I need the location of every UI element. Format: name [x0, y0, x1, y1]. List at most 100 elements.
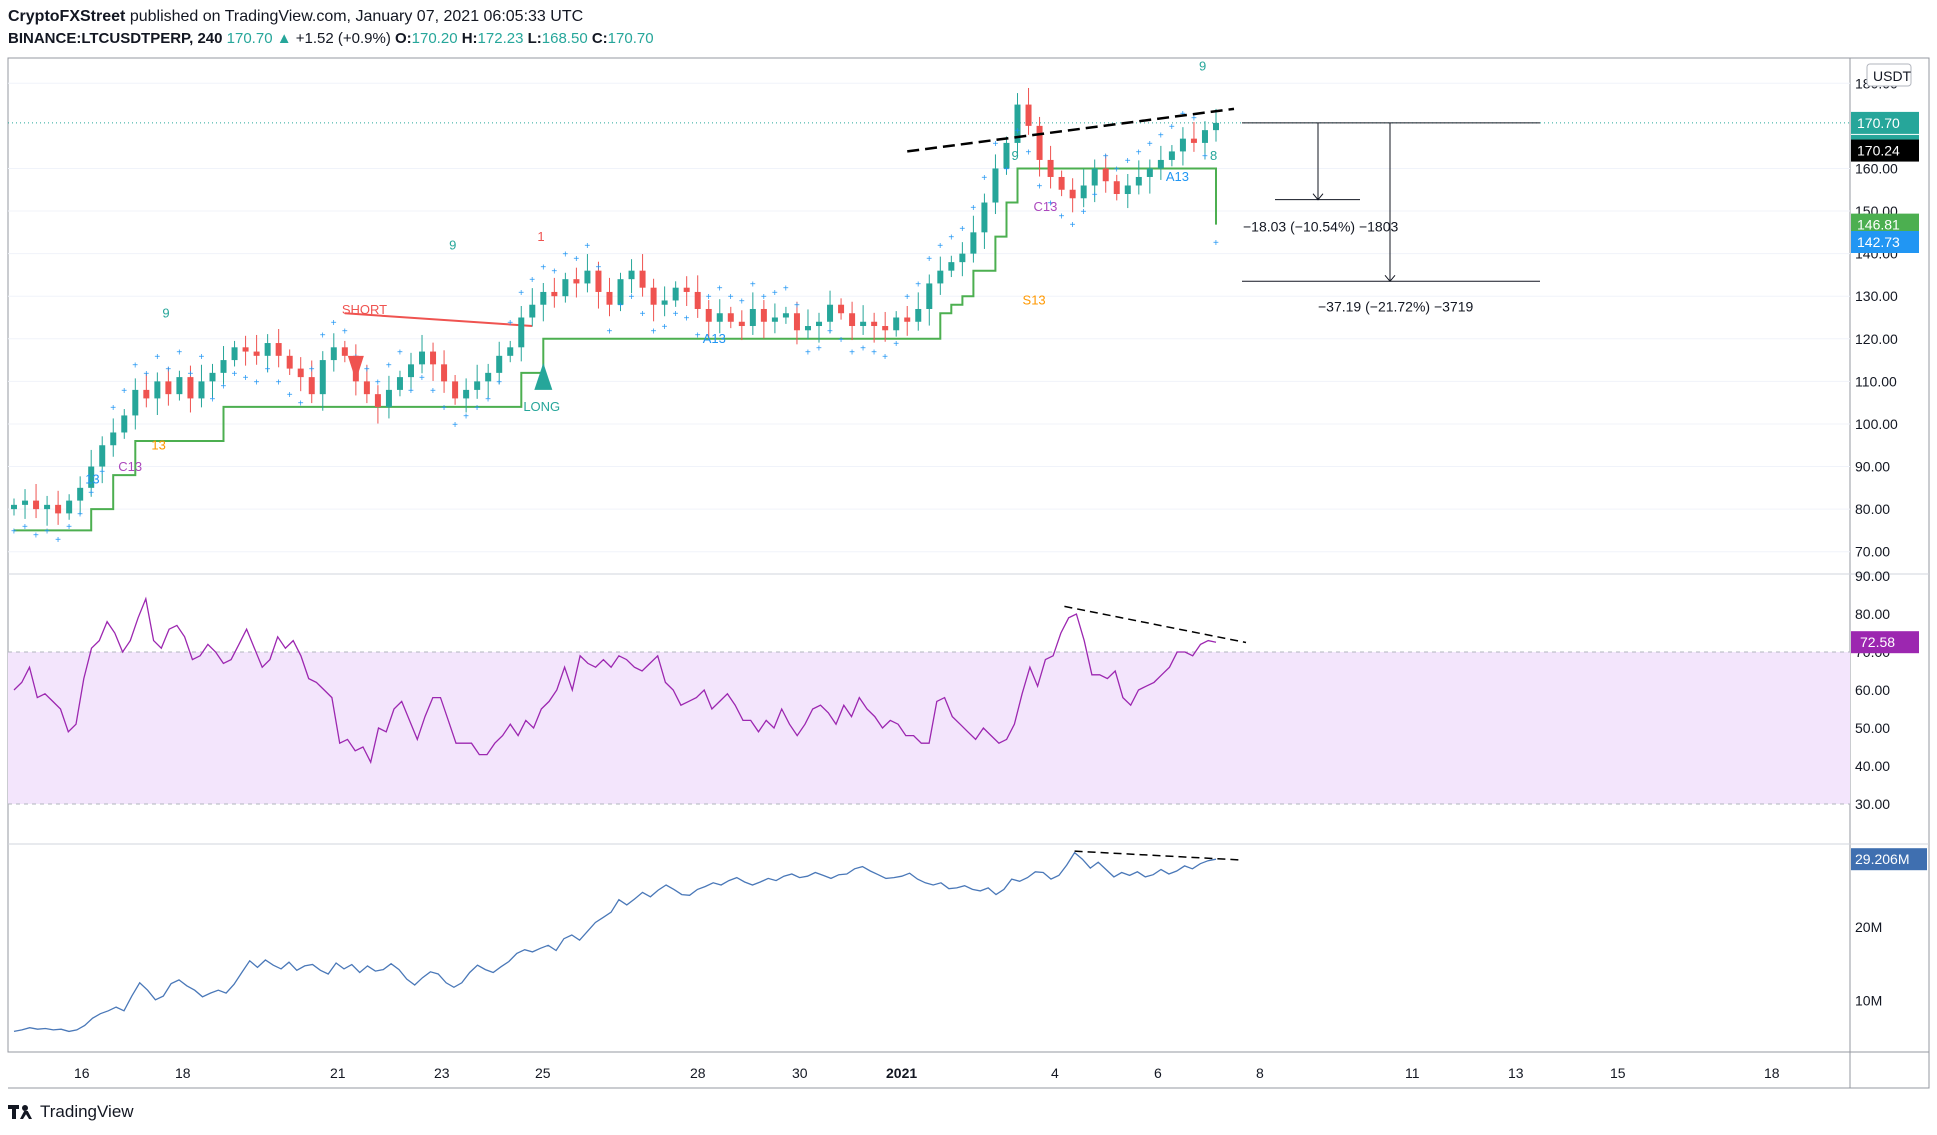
sar-dot: + — [298, 399, 304, 410]
currency-label: USDT — [1873, 68, 1912, 84]
candle-body — [1113, 181, 1120, 195]
sar-dot: + — [970, 203, 976, 214]
sar-dot: + — [573, 254, 579, 265]
sar-dot: + — [11, 526, 17, 537]
candle-body — [209, 372, 216, 382]
time-tick-label: 18 — [1764, 1065, 1780, 1081]
time-tick-label: 13 — [1508, 1065, 1524, 1081]
candle-body — [231, 347, 238, 361]
candle-body — [1135, 176, 1142, 186]
sar-dot: + — [706, 292, 712, 303]
td-sequential-label: A13 — [703, 331, 726, 346]
candle-body — [1091, 168, 1098, 186]
rsi-tag-bg — [1851, 631, 1919, 654]
sar-dot: + — [562, 250, 568, 261]
short-signal-label: SHORT — [342, 302, 387, 317]
candle-body — [419, 351, 426, 365]
td-sequential-label: S13 — [1023, 293, 1046, 308]
obv-tag-bg — [1851, 848, 1927, 871]
sar-dot: + — [838, 335, 844, 346]
sar-dot: + — [849, 348, 855, 359]
obv-line — [13, 851, 1217, 1033]
candle-body — [22, 500, 29, 505]
last-price: 170.70 — [226, 30, 273, 47]
candle-body — [882, 326, 889, 331]
candle-body — [33, 500, 40, 510]
candle-body — [385, 389, 392, 407]
sar-dot: + — [1026, 147, 1032, 158]
sar-dot: + — [331, 318, 337, 329]
candle-body — [88, 466, 95, 488]
candle-body — [341, 347, 348, 356]
sar-dot: + — [1092, 190, 1098, 201]
sar-dot: + — [551, 267, 557, 278]
sar-dot: + — [926, 254, 932, 265]
candle-body — [529, 304, 536, 318]
sar-dot: + — [1037, 181, 1043, 192]
candle-body — [1157, 159, 1164, 169]
resistance-trendline — [907, 107, 1235, 153]
sar-dot: + — [143, 369, 149, 380]
sar-dot: + — [827, 326, 833, 337]
candle-body — [396, 377, 403, 390]
sar-dot: + — [232, 369, 238, 380]
currency-box — [1866, 63, 1912, 87]
supertrend-tag-bg — [1851, 213, 1919, 236]
rsi-tick-label: 50.00 — [1855, 720, 1890, 736]
candle-body — [1036, 125, 1043, 160]
candle-body — [496, 355, 503, 373]
time-tick-label: 2021 — [886, 1065, 917, 1081]
sar-dot: + — [750, 279, 756, 290]
candle-body — [55, 504, 62, 514]
last-price-tag: 170.70 — [1857, 115, 1900, 131]
time-tick-label: 18 — [175, 1065, 191, 1081]
candle-body — [198, 381, 205, 399]
sar-dot: + — [265, 365, 271, 376]
candle-body — [11, 504, 17, 510]
obv-tick-label: 10M — [1855, 993, 1882, 1009]
sar-dot: + — [1191, 113, 1197, 124]
sar-dot: + — [430, 386, 436, 397]
short-signal-arrow — [347, 355, 364, 381]
sar-dot: + — [121, 386, 127, 397]
sar-dot: + — [452, 420, 458, 431]
candle-body — [430, 351, 437, 365]
td-sequential-label: C13 — [118, 459, 142, 474]
sar-dot: + — [408, 386, 414, 397]
sar-dot: + — [794, 301, 800, 312]
price-change: +1.52 (+0.9%) — [295, 30, 391, 47]
footer-brand[interactable]: TradingView — [8, 1102, 134, 1122]
candle-body — [1025, 104, 1032, 126]
sar-dot: + — [386, 360, 392, 371]
rsi-tick-label: 40.00 — [1855, 758, 1890, 774]
candle-body — [639, 270, 646, 288]
candle-body — [926, 283, 933, 309]
sar-dot: + — [717, 284, 723, 295]
sar-dot: + — [1081, 207, 1087, 218]
rsi-tick-label: 60.00 — [1855, 682, 1890, 698]
tradingview-logo-icon — [8, 1105, 34, 1119]
publisher-name[interactable]: CryptoFXStreet — [8, 8, 126, 25]
sar-dot: + — [915, 279, 921, 290]
sar-dot: + — [474, 403, 480, 414]
candle-body — [1080, 185, 1087, 199]
sar-dot: + — [618, 301, 624, 312]
sar-dot: + — [419, 373, 425, 384]
symbol-label[interactable]: BINANCE:LTCUSDTPERP, 240 — [8, 30, 223, 47]
sar-dot: + — [695, 331, 701, 342]
candle-body — [330, 347, 337, 361]
candle-body — [871, 321, 878, 327]
sar-dot: + — [463, 411, 469, 422]
time-tick-label: 21 — [330, 1065, 346, 1081]
candle-body — [1014, 104, 1021, 143]
rsi-line — [13, 596, 1217, 765]
sar-dot: + — [651, 326, 657, 337]
candle-body — [474, 381, 481, 390]
candle-body — [738, 321, 745, 327]
candle-body — [176, 377, 183, 395]
sar-dot: + — [320, 331, 326, 342]
price-tick-label: 70.00 — [1855, 544, 1890, 560]
candle-body — [485, 372, 492, 382]
candle-body — [760, 308, 767, 322]
